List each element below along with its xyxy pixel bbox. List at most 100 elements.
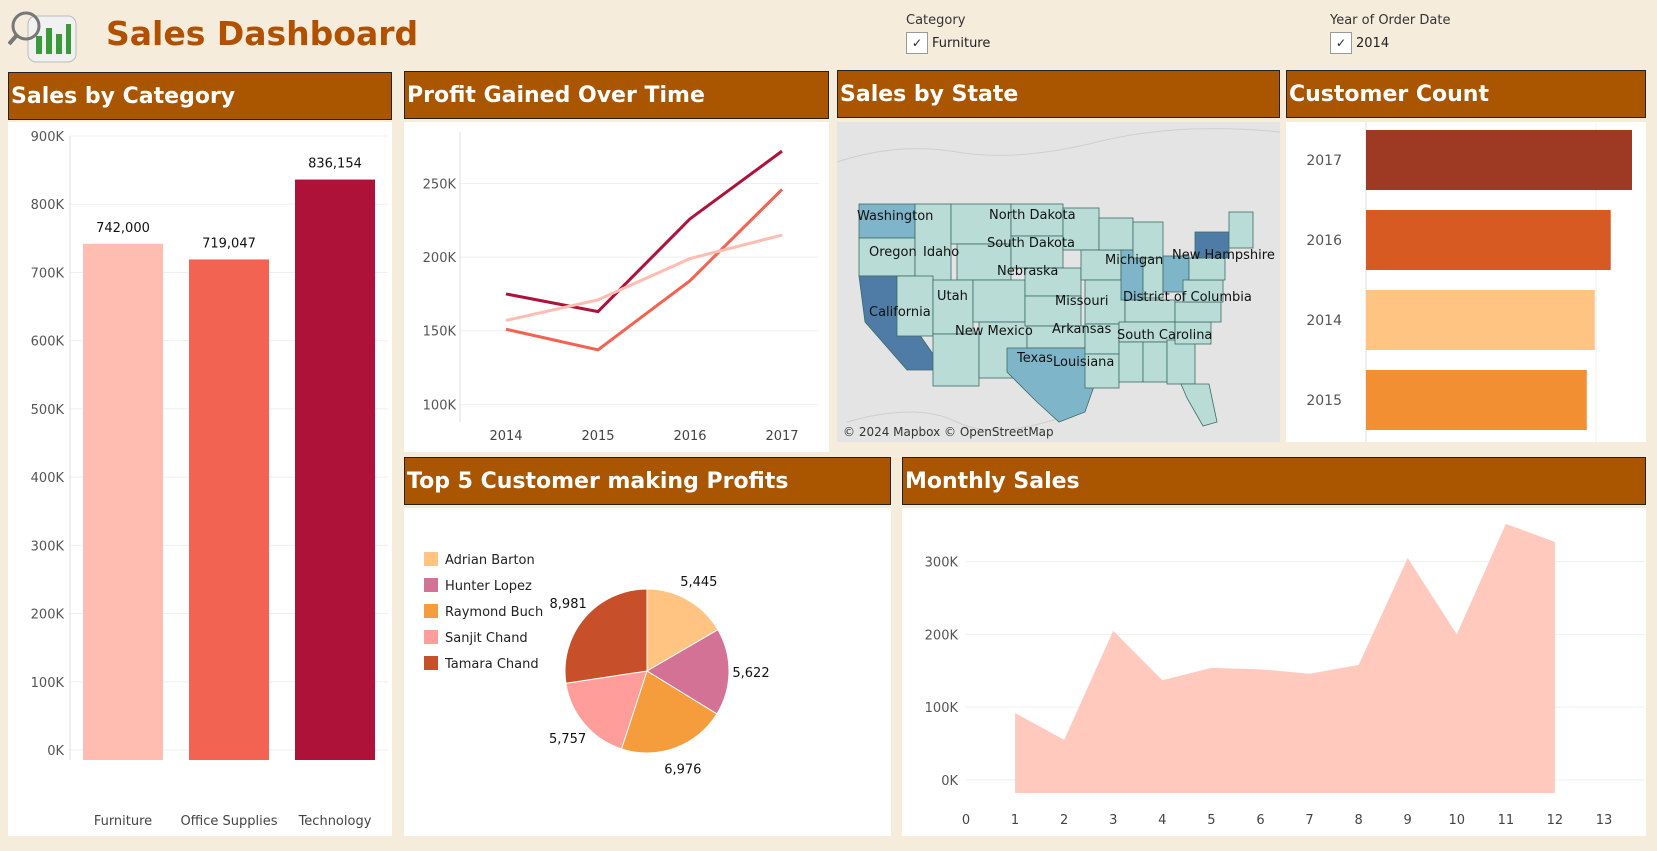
bar-furniture[interactable] <box>83 243 163 760</box>
map-state-nebraska[interactable] <box>1024 267 1082 297</box>
x-tick-label: Office Supplies <box>180 814 277 829</box>
category-filter-label: Category <box>906 13 966 28</box>
sales-by-state-header: Sales by State <box>837 70 1280 118</box>
monthly-sales-header: Monthly Sales <box>902 457 1646 505</box>
pie-value-label: 5,757 <box>549 732 586 747</box>
map-state-new-england[interactable] <box>1228 211 1254 249</box>
x-tick-label: 8 <box>1354 813 1362 828</box>
bar-technology[interactable] <box>295 179 375 761</box>
page-title: Sales Dashboard <box>106 14 419 53</box>
map-state-wyoming[interactable] <box>956 243 1012 281</box>
bar-value-label: 742,000 <box>96 221 150 236</box>
map-label-utah: Utah <box>937 289 968 304</box>
x-tick-label: 11 <box>1498 813 1515 828</box>
category-filter-value: Furniture <box>932 35 991 51</box>
map-state-missouri[interactable] <box>1084 279 1126 325</box>
y-tick-label: 0K <box>941 774 958 789</box>
pie-value-label: 6,976 <box>664 763 701 778</box>
y-tick-label: 300K <box>925 556 959 571</box>
pie-value-label: 5,622 <box>732 666 769 681</box>
sales-by-category-header: Sales by Category <box>8 72 392 120</box>
bar-value-label: 719,047 <box>202 236 256 251</box>
map-state-mississippi[interactable] <box>1118 341 1144 383</box>
map-label-michigan: Michigan <box>1105 253 1163 268</box>
x-tick-label: 6 <box>1256 813 1264 828</box>
category-checkbox[interactable]: ✓ <box>906 32 928 54</box>
customer-bar-2014[interactable] <box>1366 290 1595 350</box>
map-label-south-carolina: South Carolina <box>1117 328 1212 343</box>
pie-slice-adrian-barton[interactable] <box>646 588 719 672</box>
map-state-south-dakota[interactable] <box>1010 235 1064 269</box>
map-boundary-line <box>837 128 1280 163</box>
legend-swatch <box>424 578 438 592</box>
profit-over-time-header: Profit Gained Over Time <box>404 71 829 119</box>
y-tick-label: 250K <box>423 178 457 193</box>
pie-slice-sanjit-chand[interactable] <box>565 670 648 750</box>
profit-line-2[interactable] <box>505 188 784 352</box>
monthly-sales-area[interactable] <box>1015 523 1555 793</box>
map-state-alabama[interactable] <box>1142 341 1168 383</box>
customer-bar-2015[interactable] <box>1366 370 1587 430</box>
map-label-idaho: Idaho <box>923 245 959 260</box>
y-tick-label: 2016 <box>1306 233 1342 249</box>
year-filter[interactable]: Year of Order Date ✓ 2014 <box>1330 13 1450 54</box>
customer-bar-2016[interactable] <box>1366 210 1611 270</box>
y-tick-label: 150K <box>423 325 457 340</box>
year-filter-label: Year of Order Date <box>1330 13 1451 28</box>
x-tick-label: 13 <box>1596 813 1613 828</box>
x-tick-label: 12 <box>1547 813 1564 828</box>
map-state-kansas[interactable] <box>1024 295 1082 327</box>
map-label-district-of-columbia: District of Columbia <box>1123 290 1252 305</box>
pie-value-label: 5,445 <box>680 575 717 590</box>
map-state-minnesota[interactable] <box>1062 207 1100 251</box>
pie-slice-raymond-buch[interactable] <box>620 670 718 754</box>
y-tick-label: 600K <box>31 335 65 350</box>
y-tick-label: 400K <box>31 471 65 486</box>
map-label-north-dakota: North Dakota <box>989 208 1076 223</box>
x-tick-label: 4 <box>1158 813 1166 828</box>
map-state-colorado[interactable] <box>972 279 1026 323</box>
customer-count-header: Customer Count <box>1286 70 1646 118</box>
profit-line-1[interactable] <box>505 149 783 314</box>
pie-slice-tamara-chand[interactable] <box>564 588 648 684</box>
y-tick-label: 2017 <box>1306 153 1342 169</box>
map-state-north-dakota[interactable] <box>1010 203 1064 237</box>
customer-bar-2017[interactable] <box>1366 130 1632 190</box>
pie-value-label: 8,981 <box>550 597 587 612</box>
map-state-arizona[interactable] <box>932 333 980 387</box>
map-label-louisiana: Louisiana <box>1053 355 1114 370</box>
customer-count-chart: 2017 2016 2014 2015 <box>1286 122 1646 442</box>
year-checkbox[interactable]: ✓ <box>1330 32 1352 54</box>
x-tick-label: 2017 <box>765 429 798 444</box>
x-tick-label: 1 <box>1011 813 1019 828</box>
bar-value-label: 836,154 <box>308 157 362 172</box>
legend-swatch <box>424 656 438 670</box>
map-state-georgia[interactable] <box>1166 339 1196 385</box>
map-state-oregon[interactable] <box>858 237 916 277</box>
bar-office-supplies[interactable] <box>189 259 269 760</box>
legend-label: Adrian Barton <box>445 553 535 568</box>
y-tick-label: 200K <box>31 608 65 623</box>
map-state-idaho[interactable] <box>914 203 952 289</box>
map-state-michigan[interactable] <box>1132 221 1164 259</box>
profit-line-3[interactable] <box>505 233 783 322</box>
legend-label: Hunter Lopez <box>445 579 532 594</box>
map-state-louisiana[interactable] <box>1084 353 1120 389</box>
top5-customers-chart: Adrian Barton Hunter Lopez Raymond Buch San… <box>404 508 891 836</box>
map-label-arkansas: Arkansas <box>1052 322 1111 337</box>
map-label-california: California <box>869 305 931 320</box>
pie-slice-hunter-lopez[interactable] <box>646 629 730 715</box>
map-state-montana[interactable] <box>950 203 1012 245</box>
x-tick-label: 9 <box>1404 813 1412 828</box>
map-state-north-carolina[interactable] <box>1174 301 1222 323</box>
category-filter[interactable]: Category ✓ Furniture <box>906 13 990 54</box>
sales-by-state-map[interactable]: Washington North Dakota Oregon Idaho South D… <box>837 122 1280 442</box>
map-state-utah[interactable] <box>932 279 974 335</box>
profit-over-time-chart: 100K 150K 200K 250K 2014 2015 2016 2017 <box>404 122 829 452</box>
y-tick-label: 2015 <box>1306 393 1342 409</box>
y-tick-label: 900K <box>31 130 65 145</box>
dashboard-logo-icon <box>8 11 77 63</box>
map-state-wisconsin[interactable] <box>1098 217 1134 251</box>
map-state-florida[interactable] <box>1180 383 1218 427</box>
